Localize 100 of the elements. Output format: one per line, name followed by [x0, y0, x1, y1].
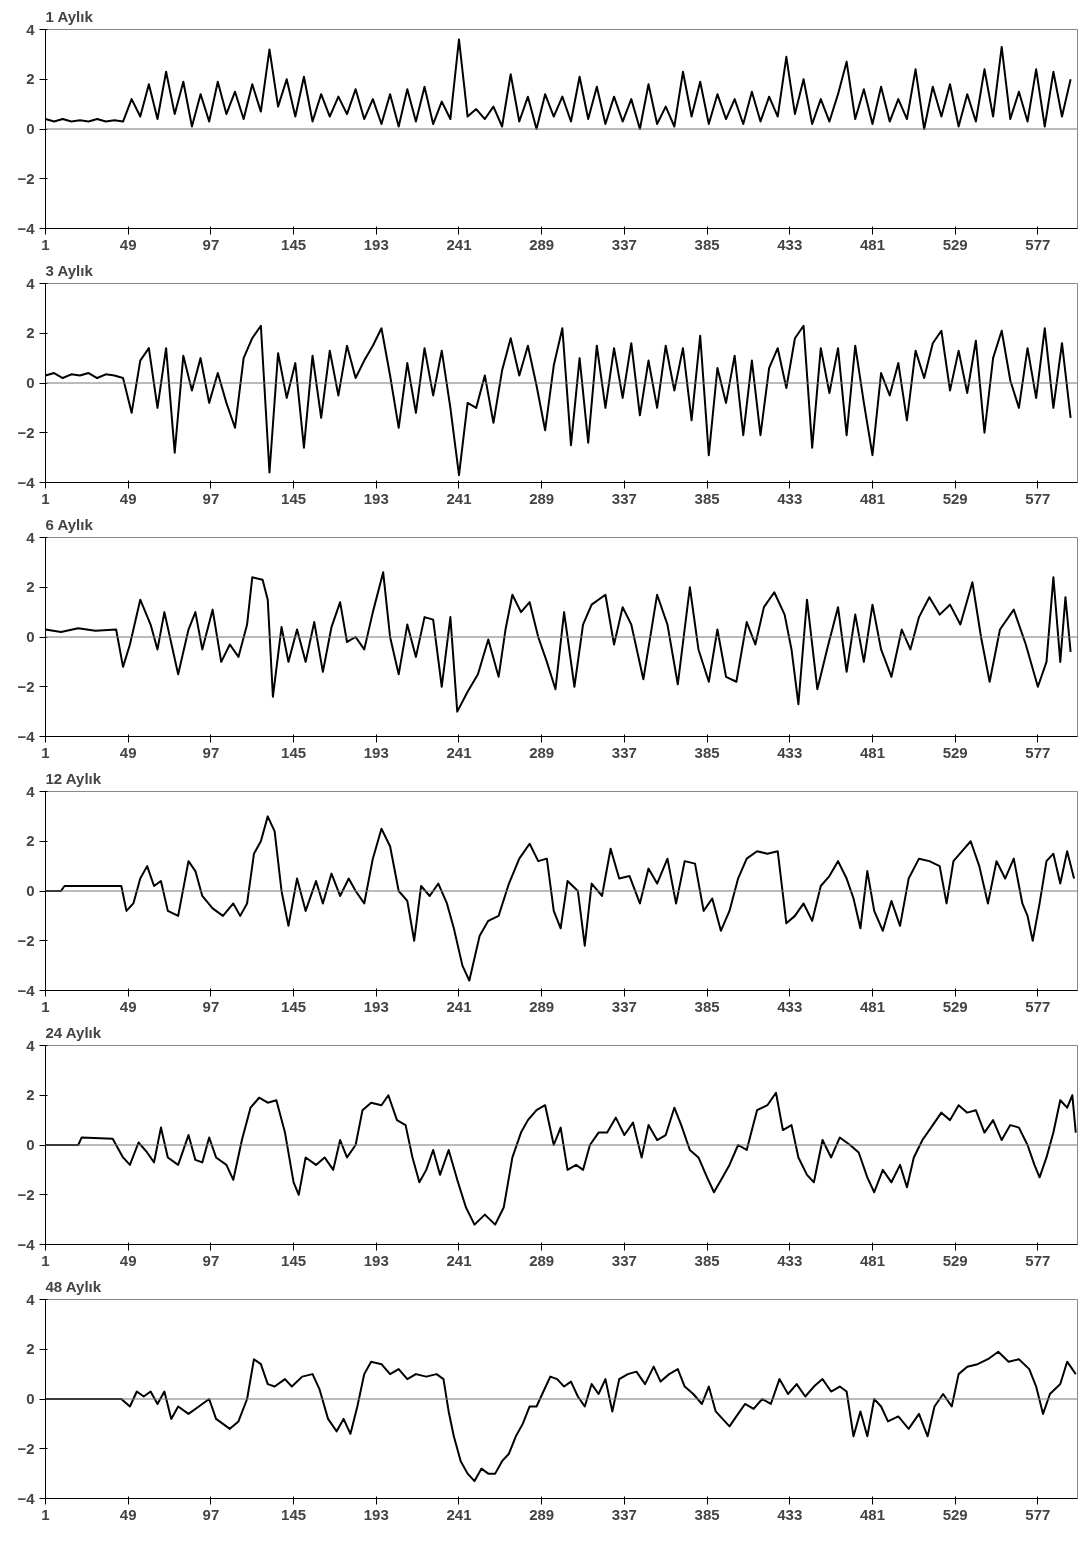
x-tick-label: 241: [446, 1251, 472, 1269]
x-tick-label: 337: [611, 743, 637, 761]
chart-title: 12 Aylık: [45, 769, 102, 787]
x-tick-label: 241: [446, 489, 472, 507]
x-tick-label: 145: [281, 997, 307, 1015]
chart-title: 3 Aylık: [45, 261, 94, 279]
x-tick-label: 433: [777, 1505, 803, 1523]
y-tick-label: −4: [17, 473, 36, 491]
y-tick-label: 0: [26, 628, 35, 645]
y-tick-label: 0: [26, 1390, 35, 1407]
y-tick-label: 4: [26, 1290, 36, 1308]
x-tick-label: 49: [119, 489, 137, 507]
x-tick-label: 1: [41, 743, 50, 761]
x-tick-label: 289: [529, 1505, 555, 1523]
x-tick-label: 529: [942, 235, 968, 253]
y-tick-label: −4: [17, 219, 36, 237]
x-tick-label: 289: [529, 743, 555, 761]
y-tick-label: −2: [17, 1185, 35, 1203]
x-tick-label: 577: [1025, 489, 1051, 507]
x-tick-label: 1: [41, 235, 50, 253]
y-tick-label: 0: [26, 120, 35, 137]
x-tick-label: 145: [281, 1251, 307, 1269]
x-tick-label: 529: [942, 1505, 968, 1523]
x-tick-label: 97: [202, 743, 220, 761]
x-tick-label: 337: [611, 997, 637, 1015]
y-tick-label: −2: [17, 423, 35, 441]
y-tick-label: −2: [17, 1439, 35, 1457]
x-tick-label: 193: [363, 1251, 389, 1269]
y-tick-label: 2: [26, 324, 35, 342]
x-tick-label: 193: [363, 489, 389, 507]
x-tick-label: 97: [202, 1505, 220, 1523]
x-tick-label: 337: [611, 1251, 637, 1269]
x-tick-label: 241: [446, 997, 472, 1015]
x-tick-label: 577: [1025, 235, 1051, 253]
x-tick-label: 1: [41, 997, 50, 1015]
chart-title: 6 Aylık: [45, 515, 94, 533]
x-tick-label: 289: [529, 997, 555, 1015]
y-tick-label: −2: [17, 677, 35, 695]
y-tick-label: −4: [17, 727, 36, 745]
x-tick-label: 385: [694, 743, 720, 761]
x-tick-label: 337: [611, 235, 637, 253]
chart-title: 48 Aylık: [45, 1277, 102, 1295]
x-tick-label: 289: [529, 489, 555, 507]
x-tick-label: 49: [119, 743, 137, 761]
chart-title: 1 Aylık: [45, 7, 94, 25]
y-tick-label: 0: [26, 374, 35, 391]
x-tick-label: 289: [529, 1251, 555, 1269]
x-tick-label: 577: [1025, 997, 1051, 1015]
y-tick-label: −4: [17, 981, 36, 999]
x-tick-label: 49: [119, 235, 137, 253]
y-tick-label: 4: [26, 1036, 36, 1054]
y-tick-label: 4: [26, 274, 36, 292]
x-tick-label: 49: [119, 1251, 137, 1269]
x-tick-label: 145: [281, 235, 307, 253]
x-tick-label: 433: [777, 743, 803, 761]
x-tick-label: 433: [777, 489, 803, 507]
chart-title: 24 Aylık: [45, 1023, 102, 1041]
y-tick-label: −2: [17, 169, 35, 187]
x-tick-label: 49: [119, 997, 137, 1015]
x-tick-label: 193: [363, 235, 389, 253]
x-tick-label: 481: [859, 997, 885, 1015]
x-tick-label: 97: [202, 235, 220, 253]
x-tick-label: 49: [119, 1505, 137, 1523]
x-tick-label: 385: [694, 235, 720, 253]
x-tick-label: 433: [777, 1251, 803, 1269]
x-tick-label: 577: [1025, 1251, 1051, 1269]
y-tick-label: 4: [26, 528, 36, 546]
x-tick-label: 97: [202, 489, 220, 507]
x-tick-label: 481: [859, 489, 885, 507]
x-tick-label: 385: [694, 1505, 720, 1523]
y-tick-label: 2: [26, 832, 35, 850]
x-tick-label: 145: [281, 489, 307, 507]
x-tick-label: 241: [446, 235, 472, 253]
x-tick-label: 97: [202, 997, 220, 1015]
x-tick-label: 337: [611, 1505, 637, 1523]
x-tick-label: 481: [859, 1505, 885, 1523]
x-tick-label: 385: [694, 489, 720, 507]
x-tick-label: 529: [942, 1251, 968, 1269]
y-tick-label: 0: [26, 1136, 35, 1153]
x-tick-label: 337: [611, 489, 637, 507]
x-tick-label: 193: [363, 743, 389, 761]
x-tick-label: 289: [529, 235, 555, 253]
x-tick-label: 481: [859, 1251, 885, 1269]
x-tick-label: 577: [1025, 743, 1051, 761]
x-tick-label: 529: [942, 489, 968, 507]
x-tick-label: 481: [859, 235, 885, 253]
x-tick-label: 241: [446, 1505, 472, 1523]
y-tick-label: −2: [17, 931, 35, 949]
x-tick-label: 577: [1025, 1505, 1051, 1523]
x-tick-label: 193: [363, 1505, 389, 1523]
x-tick-label: 241: [446, 743, 472, 761]
y-tick-label: −4: [17, 1489, 36, 1507]
x-tick-label: 193: [363, 997, 389, 1015]
y-tick-label: 2: [26, 1086, 35, 1104]
y-tick-label: −4: [17, 1235, 36, 1253]
x-tick-label: 385: [694, 1251, 720, 1269]
y-tick-label: 2: [26, 578, 35, 596]
x-tick-label: 529: [942, 997, 968, 1015]
x-tick-label: 97: [202, 1251, 220, 1269]
x-tick-label: 1: [41, 1505, 50, 1523]
